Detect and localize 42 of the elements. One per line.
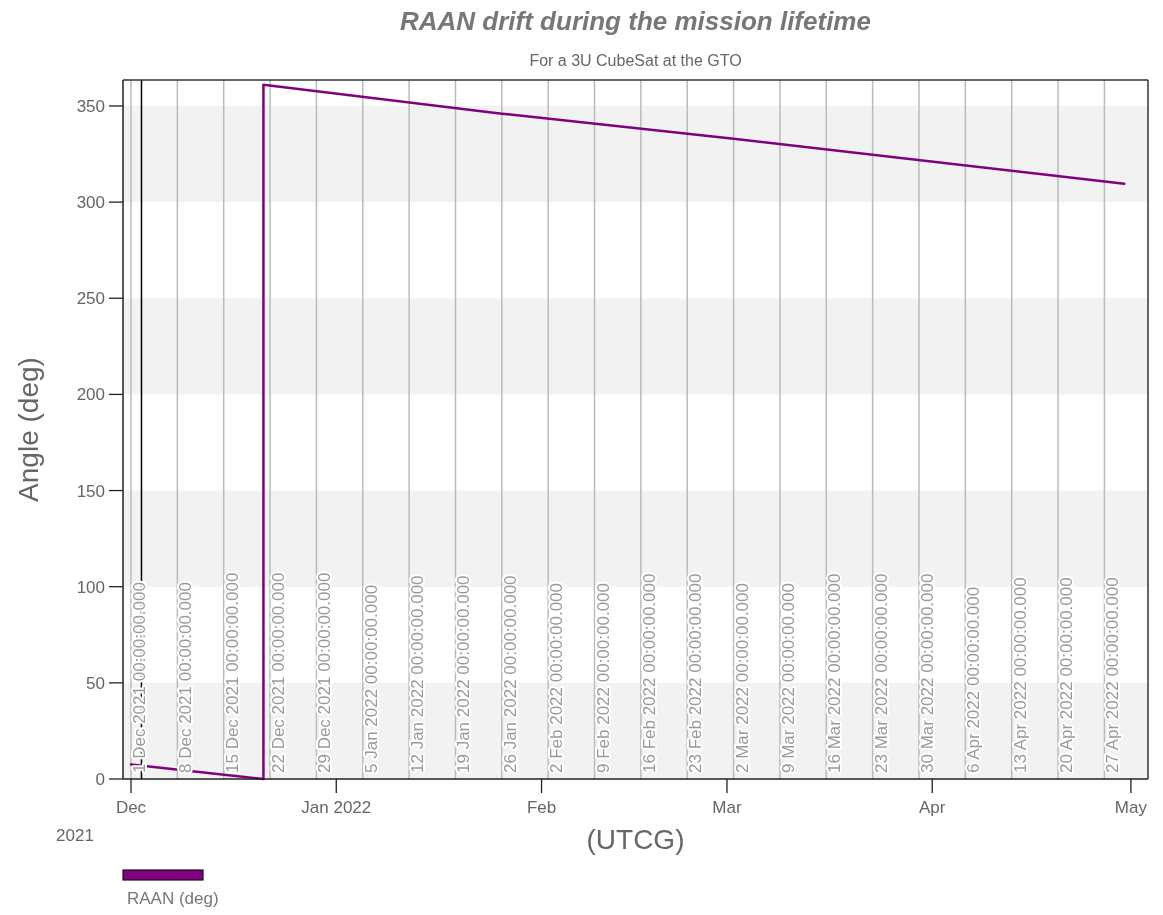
y-tick-label: 50	[86, 673, 105, 693]
y-tick-label: 100	[76, 577, 105, 597]
x-tick-label: Dec	[115, 798, 147, 817]
ref-line-label: 13 Apr 2022 00:00:00.000	[1010, 577, 1030, 773]
ref-line-label: 9 Mar 2022 00:00:00.000	[778, 583, 798, 773]
ref-line-label: 6 Apr 2022 00:00:00.000	[964, 586, 984, 773]
ref-line-label: 20 Apr 2022 00:00:00.000	[1057, 577, 1077, 773]
ref-line-label: 19 Jan 2022 00:00:00.000	[454, 575, 474, 773]
y-tick-label: 150	[76, 481, 105, 501]
ref-line-label: 2 Mar 2022 00:00:00.000	[732, 583, 752, 773]
ref-line-label: 22 Dec 2021 00:00:00.000	[269, 572, 289, 773]
x-tick-label: Feb	[526, 798, 557, 817]
x-tick-label: Mar	[712, 798, 742, 817]
ref-line-label: 26 Jan 2022 00:00:00.000	[500, 575, 520, 773]
ref-line-label: 30 Mar 2022 00:00:00.000	[918, 573, 937, 773]
ref-line-label: 12 Jan 2022 00:00:00.000	[408, 575, 428, 773]
ref-line-label: 9 Feb 2022 00:00:00.000	[593, 583, 613, 773]
y-tick-label: 250	[76, 289, 105, 309]
legend-label: RAAN (deg)	[127, 889, 219, 908]
line-series	[129, 83, 1126, 781]
x-tick-label: Apr	[919, 798, 946, 817]
ref-line-label: 29 Dec 2021 00:00:00.000	[315, 572, 335, 773]
ref-line-label: 23 Feb 2022 00:00:00.000	[686, 573, 706, 773]
ref-line-label: 8 Dec 2021 00:00:00.000	[176, 582, 196, 773]
y-tick-label: 350	[76, 96, 105, 116]
y-tick-label: 0	[95, 769, 105, 789]
chart-subtitle: For a 3U CubeSat at the GTO	[529, 52, 742, 69]
x-tick-label: May	[1114, 798, 1148, 817]
ref-line-label: 16 Mar 2022 00:00:00.000	[825, 573, 845, 773]
x-axis-title: (UTCG)	[586, 824, 685, 855]
y-axis-title: Angle (deg)	[13, 357, 44, 502]
chart-title: RAAN drift during the mission lifetime	[400, 6, 871, 36]
ref-line-label: 23 Mar 2022 00:00:00.000	[871, 573, 891, 773]
x-tick-label: Jan 2022	[301, 798, 372, 817]
ref-line-label: 15 Dec 2021 00:00:00.000	[222, 572, 242, 773]
ref-line-label: 2 Feb 2022 00:00:00.000	[547, 583, 567, 773]
y-tick-label: 200	[76, 385, 105, 405]
ref-line-label: 16 Feb 2022 00:00:00.000	[639, 573, 659, 773]
ref-line-label: 5 Jan 2022 00:00:00.000	[361, 584, 381, 773]
y-tick-label: 300	[76, 193, 105, 213]
text: 2021	[56, 826, 94, 845]
ref-line-label: 27 Apr 2022 00:00:00.000	[1103, 577, 1123, 773]
